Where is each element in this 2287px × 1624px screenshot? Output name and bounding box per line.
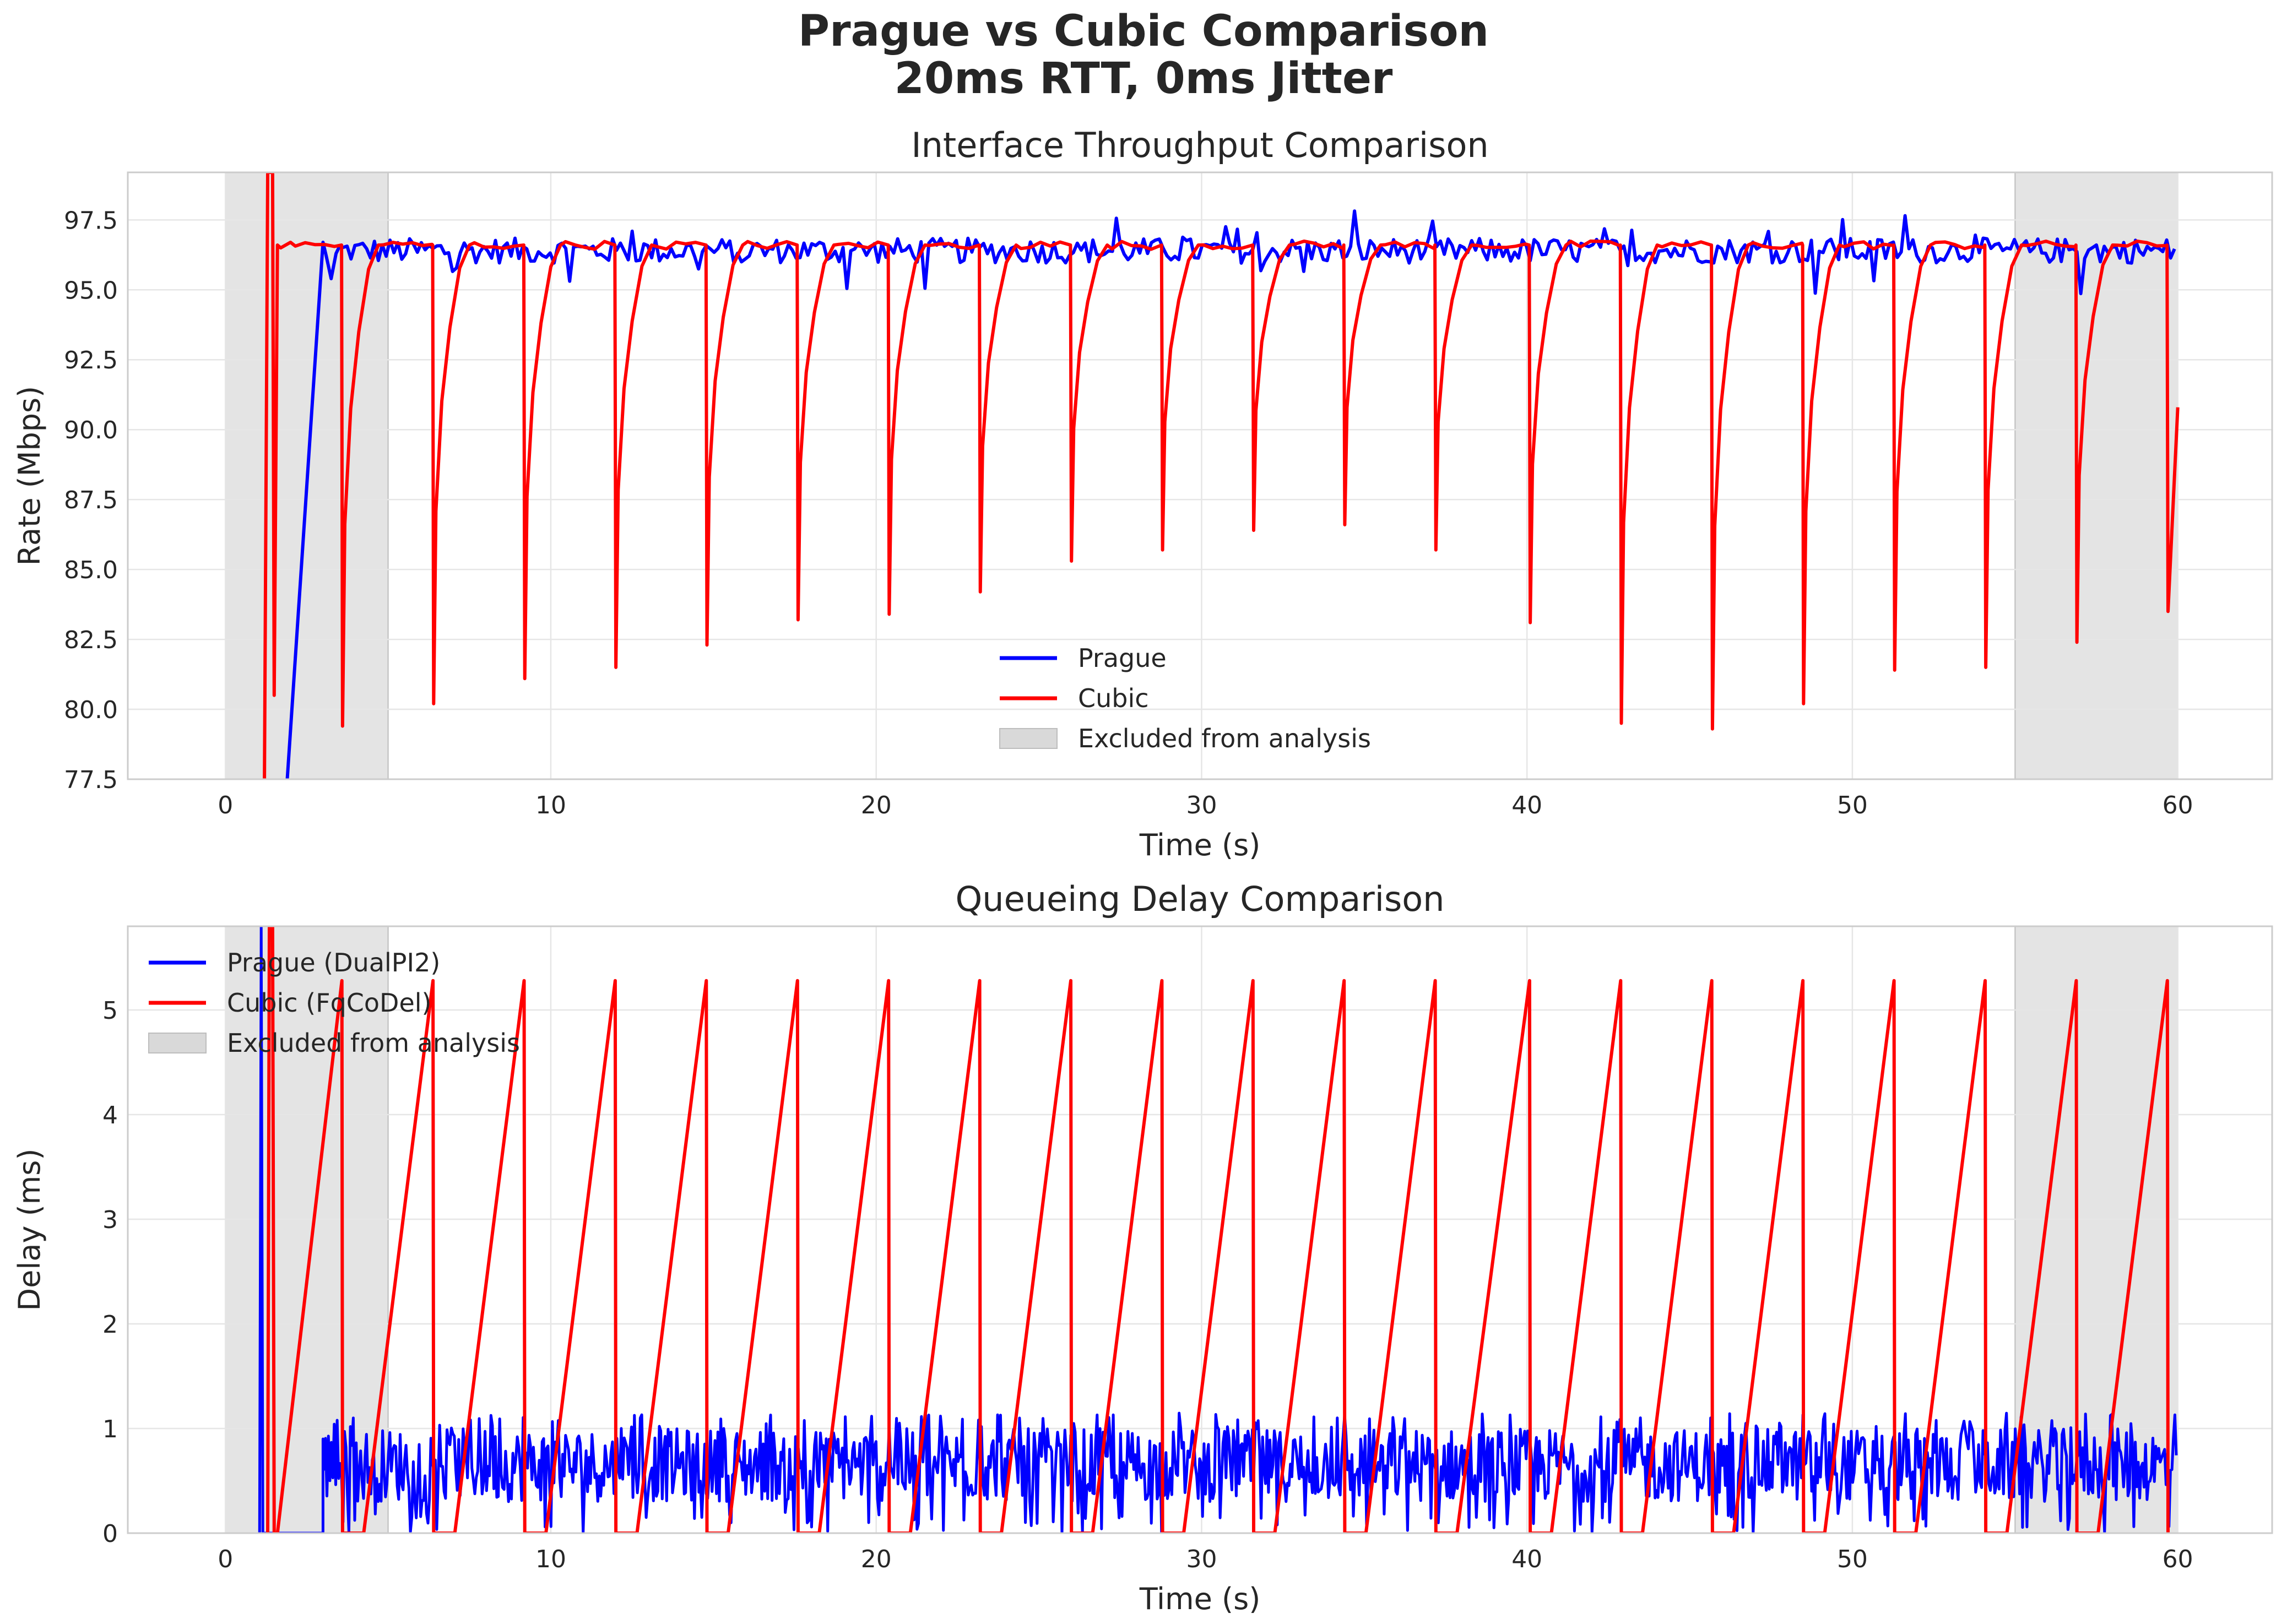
y-tick-label: 5 <box>102 997 118 1025</box>
x-tick-label: 20 <box>861 1545 892 1573</box>
excluded-region <box>2014 172 2178 780</box>
series-group <box>263 172 2180 779</box>
x-tick-label: 40 <box>1511 1545 1542 1573</box>
x-axis-label: Time (s) <box>1139 1582 1261 1616</box>
chart-panel-2: 0 10 20 30 40 50 60 0 1 2 3 4 5 Queueing Delay Compar… <box>12 879 2273 1616</box>
chart-title: Queueing Delay Comparison <box>956 879 1445 919</box>
y-axis-label: Delay (ms) <box>12 1149 47 1311</box>
x-tick-label: 30 <box>1186 1545 1217 1573</box>
prague-throughput-line <box>285 209 2176 779</box>
x-tick-label: 0 <box>218 1545 233 1573</box>
y-tick-label: 97.5 <box>64 207 118 235</box>
excluded-region <box>2014 926 2178 1534</box>
y-tick-label: 77.5 <box>64 766 118 794</box>
y-tick-label: 82.5 <box>64 626 118 654</box>
legend: Prague Cubic Excluded from analysis <box>999 643 1371 753</box>
figure-title-line1: Prague vs Cubic Comparison <box>798 7 1489 56</box>
excluded-region <box>225 926 389 1534</box>
x-tick-label: 50 <box>1837 791 1868 819</box>
series-group <box>258 926 2178 1533</box>
chart-panel-1: 0 10 20 30 40 50 60 77.5 80.0 82.5 85.0 87.5 90.0 92.… <box>12 125 2273 862</box>
y-tick-label: 90.0 <box>64 416 118 444</box>
y-tick-label: 4 <box>102 1101 118 1129</box>
y-tick-label: 1 <box>102 1415 118 1443</box>
x-tick-label: 20 <box>861 791 892 819</box>
x-tick-label: 30 <box>1186 791 1217 819</box>
legend: Prague (DualPI2) Cubic (FqCoDel) Excluded … <box>148 948 520 1058</box>
legend-label: Prague (DualPI2) <box>227 948 440 977</box>
x-tick-label: 10 <box>535 791 566 819</box>
legend-label: Prague <box>1078 643 1167 673</box>
legend-label: Excluded from analysis <box>1078 724 1371 753</box>
cubic-throughput-line <box>263 172 2180 779</box>
x-axis-label: Time (s) <box>1139 828 1261 862</box>
figure-title-line2: 20ms RTT, 0ms Jitter <box>894 54 1393 104</box>
chart-title: Interface Throughput Comparison <box>911 125 1488 165</box>
y-tick-label: 85.0 <box>64 556 118 584</box>
x-tick-label: 0 <box>218 791 233 819</box>
x-tick-label: 50 <box>1837 1545 1868 1573</box>
legend-label: Excluded from analysis <box>227 1028 520 1058</box>
axes-frame <box>127 925 2273 1534</box>
prague-delay-line <box>258 926 2178 1533</box>
y-tick-label: 92.5 <box>64 346 118 374</box>
axes-frame <box>127 171 2273 780</box>
y-axis-label: Rate (Mbps) <box>12 386 47 566</box>
x-tick-label: 60 <box>2163 791 2193 819</box>
x-tick-label: 60 <box>2163 1545 2193 1573</box>
y-tick-label: 2 <box>102 1311 118 1339</box>
cubic-delay-line <box>266 926 2170 1533</box>
y-tick-label: 95.0 <box>64 276 118 305</box>
y-tick-label: 87.5 <box>64 486 118 514</box>
x-tick-label: 10 <box>535 1545 566 1573</box>
legend-label: Cubic (FqCoDel) <box>227 988 431 1018</box>
legend-swatch <box>999 728 1058 749</box>
y-tick-label: 0 <box>102 1520 118 1548</box>
legend-swatch <box>148 1033 207 1053</box>
y-tick-label: 3 <box>102 1206 118 1234</box>
x-tick-label: 40 <box>1511 791 1542 819</box>
legend-label: Cubic <box>1078 683 1149 713</box>
y-tick-label: 80.0 <box>64 696 118 724</box>
